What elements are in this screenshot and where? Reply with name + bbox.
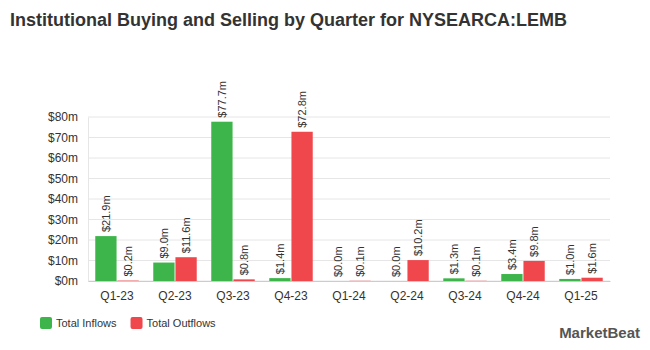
- x-tick-label: Q2-23: [158, 289, 192, 303]
- grid-line: [88, 219, 610, 220]
- x-tick: Q1-24: [332, 289, 366, 303]
- legend-label: Total Outflows: [147, 317, 217, 329]
- bar: [95, 236, 116, 281]
- y-tick: $10m: [48, 254, 88, 268]
- bar: [233, 279, 254, 281]
- bars: [95, 122, 602, 281]
- bar: [581, 278, 602, 281]
- data-label: $10.2m: [412, 219, 424, 256]
- y-tick: $20m: [48, 233, 88, 247]
- y-tick-label: $60m: [48, 151, 78, 165]
- bar: [211, 122, 232, 281]
- y-tick: $60m: [48, 151, 88, 165]
- x-axis-line: [89, 281, 611, 282]
- x-tick-label: Q1-23: [100, 289, 134, 303]
- x-tick-label: Q1-25: [564, 289, 598, 303]
- x-tick: Q3-23: [216, 289, 250, 303]
- chart: Institutional Buying and Selling by Quar…: [0, 0, 650, 350]
- bar: [117, 280, 138, 281]
- bar: [175, 257, 196, 281]
- x-tick: Q1-23: [100, 289, 134, 303]
- y-tick: $30m: [48, 213, 88, 227]
- bar: [153, 263, 174, 281]
- bar: [465, 280, 486, 281]
- data-label: $9.0m: [158, 228, 170, 259]
- data-label: $77.7m: [216, 81, 228, 118]
- bar: [407, 260, 428, 281]
- title: Institutional Buying and Selling by Quar…: [10, 10, 567, 30]
- x-tick-label: Q3-23: [216, 289, 250, 303]
- bar: [349, 280, 370, 281]
- x-tick: Q4-23: [274, 289, 308, 303]
- x-tick-label: Q4-24: [506, 289, 540, 303]
- y-tick-label: $10m: [48, 254, 78, 268]
- x-tick: Q1-25: [564, 289, 598, 303]
- bar: [559, 279, 580, 281]
- x-tick: Q4-24: [506, 289, 540, 303]
- data-label: $3.4m: [506, 239, 518, 270]
- y-tick-label: $0m: [55, 274, 78, 288]
- x-tick-label: Q4-23: [274, 289, 308, 303]
- data-label: $0.1m: [354, 246, 366, 277]
- x-tick-label: Q1-24: [332, 289, 366, 303]
- data-label: $1.3m: [448, 244, 460, 275]
- legend: Total Inflows Total Outflows: [40, 317, 216, 329]
- data-label: $0.1m: [470, 246, 482, 277]
- y-tick: $40m: [48, 192, 88, 206]
- y-tick: $0m: [55, 274, 88, 288]
- data-label: $0.0m: [390, 246, 402, 277]
- y-tick-label: $30m: [48, 213, 78, 227]
- grid-line: [88, 199, 610, 200]
- y-axis: $0m $10m $20m $30m $40m $50m $60m $70m $80m: [48, 110, 89, 288]
- legend-swatch: [131, 317, 143, 329]
- data-label: $1.4m: [274, 244, 286, 275]
- data-label: $1.0m: [564, 244, 576, 275]
- bar: [523, 261, 544, 281]
- y-tick-label: $50m: [48, 172, 78, 186]
- y-tick-label: $40m: [48, 192, 78, 206]
- legend-swatch: [40, 317, 52, 329]
- data-label: $0.0m: [332, 246, 344, 277]
- data-label: $9.8m: [528, 226, 540, 257]
- grid-line: [88, 178, 610, 179]
- y-tick: $80m: [48, 110, 88, 124]
- bar: [501, 274, 522, 281]
- data-label: $0.2m: [122, 246, 134, 277]
- x-tick-label: Q3-24: [448, 289, 482, 303]
- bar: [385, 281, 406, 282]
- grid: [88, 117, 610, 281]
- grid-line: [88, 117, 610, 118]
- data-label: $72.8m: [296, 91, 308, 128]
- x-tick: Q2-24: [390, 289, 424, 303]
- bar: [269, 278, 290, 281]
- data-label: $1.6m: [586, 243, 598, 274]
- legend-label: Total Inflows: [56, 317, 117, 329]
- data-label: $0.8m: [238, 245, 250, 276]
- grid-line: [88, 260, 610, 261]
- y-tick: $70m: [48, 131, 88, 145]
- x-axis: Q1-23 Q2-23 Q3-23 Q4-23 Q1-24 Q2-24 Q3-24 Q4-24…: [89, 282, 611, 303]
- y-tick-label: $20m: [48, 233, 78, 247]
- x-tick: Q3-24: [448, 289, 482, 303]
- y-axis-line: [88, 118, 89, 282]
- x-tick: Q2-23: [158, 289, 192, 303]
- bar: [443, 278, 464, 281]
- watermark: MarketBeat: [559, 324, 640, 341]
- grid-line: [88, 137, 610, 138]
- data-label: $21.9m: [100, 195, 112, 232]
- data-label: $11.6m: [180, 217, 192, 253]
- y-tick-label: $70m: [48, 131, 78, 145]
- x-tick-label: Q2-24: [390, 289, 424, 303]
- y-tick: $50m: [48, 172, 88, 186]
- data-labels: $21.9m $9.0m $77.7m $1.4m $0.0m $0.0m $1.3m $3.…: [100, 81, 598, 277]
- y-tick-label: $80m: [48, 110, 78, 124]
- bar: [291, 132, 312, 281]
- bar: [327, 281, 348, 282]
- grid-line: [88, 158, 610, 159]
